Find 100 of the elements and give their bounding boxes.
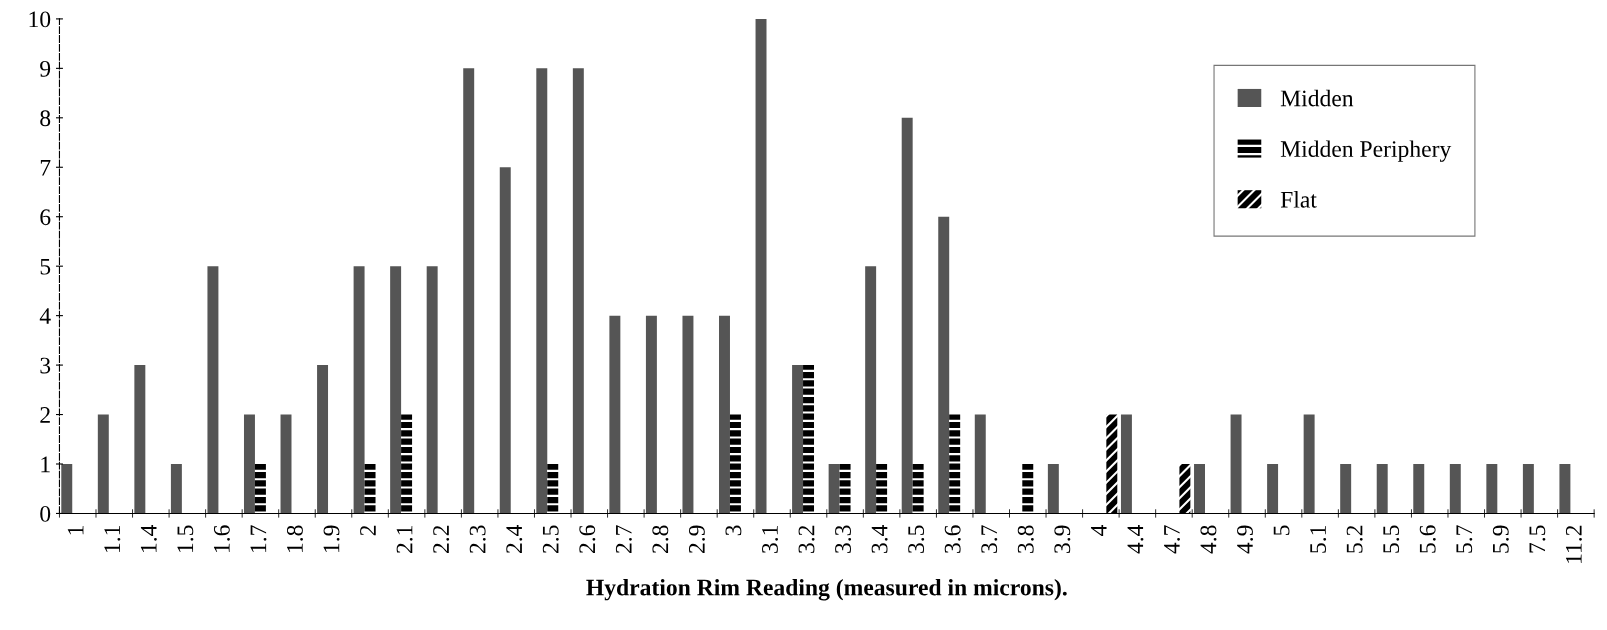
bar	[1267, 463, 1279, 514]
y-tick-label: 3	[40, 357, 51, 374]
x-tick-label: 2.8	[652, 525, 669, 554]
bar	[1449, 463, 1461, 514]
x-tick-label: 2.7	[615, 525, 632, 554]
x-tick-label: 2	[360, 525, 376, 536]
bar	[207, 266, 219, 514]
bar	[401, 414, 413, 514]
y-tick-label: 4	[39, 308, 51, 324]
x-tick-label: 1.7	[250, 525, 267, 552]
y-tick-label: 0	[40, 505, 51, 522]
bar	[719, 315, 730, 514]
bar	[1194, 463, 1205, 514]
bar	[1522, 463, 1534, 514]
x-tick-label: 11.2	[1565, 525, 1582, 563]
x-tick-label: 3.9	[1054, 525, 1071, 553]
bar	[390, 266, 402, 514]
x-tick-label: 2.9	[688, 525, 705, 554]
y-tick-label: 6	[40, 209, 51, 226]
x-tick-label: 2.4	[506, 524, 523, 554]
bar	[353, 266, 365, 514]
x-tick-label: 1	[67, 525, 84, 535]
bar	[792, 365, 804, 514]
x-tick-label: 3.3	[835, 525, 852, 553]
x-tick-label: 3.5	[908, 525, 925, 553]
x-tick-label: 5.6	[1419, 525, 1436, 553]
y-tick-label: 9	[40, 60, 51, 77]
x-tick-label: 2.3	[469, 525, 486, 554]
bar	[364, 463, 376, 514]
bar	[876, 463, 888, 514]
x-tick-label: 3	[725, 525, 742, 536]
x-tick-label: 3.4	[871, 524, 888, 553]
bar	[547, 463, 559, 514]
x-tick-label: 4.8	[1200, 525, 1217, 554]
bar	[1230, 414, 1242, 514]
x-tick-label: 3.6	[944, 525, 961, 553]
x-tick-label: 2.2	[433, 525, 450, 554]
bar	[1559, 463, 1571, 514]
x-tick-label: 4.9	[1237, 525, 1254, 554]
bar	[463, 68, 475, 514]
x-tick-label: 1.8	[286, 525, 303, 552]
bar	[1106, 414, 1118, 514]
bar	[938, 216, 950, 514]
bar	[170, 463, 182, 514]
bar	[645, 315, 657, 514]
y-tick-label: 1	[41, 456, 50, 473]
x-tick-label: 1.1	[104, 525, 121, 552]
bar	[865, 266, 877, 514]
bar	[1340, 463, 1352, 514]
x-tick-label: 5.7	[1456, 525, 1473, 553]
legend-label: Flat	[1280, 191, 1317, 208]
bar	[729, 414, 741, 514]
bar	[1047, 463, 1059, 514]
bar	[828, 463, 840, 514]
x-tick-label: 4.7	[1164, 525, 1180, 554]
bar	[1413, 463, 1425, 514]
x-tick-label: 3.8	[1017, 525, 1034, 553]
bar	[974, 414, 986, 514]
bar	[839, 463, 851, 514]
x-tick-label: 1.4	[140, 524, 157, 552]
x-tick-label: 3.1	[762, 525, 778, 553]
x-tick-label: 5.5	[1383, 525, 1400, 553]
bar	[949, 414, 961, 514]
x-tick-label: 5.2	[1346, 525, 1363, 553]
bar	[572, 68, 584, 514]
x-tick-label: 5.1	[1310, 525, 1327, 553]
bar	[134, 365, 146, 514]
x-tick-label: 4	[1090, 524, 1107, 536]
bar	[901, 117, 913, 514]
x-tick-label: 1.5	[177, 525, 194, 552]
x-tick-label: 2.1	[396, 525, 413, 554]
bar	[97, 414, 109, 514]
bar	[1303, 414, 1315, 514]
x-tick-label: 2.5	[542, 525, 559, 554]
bar	[682, 315, 694, 514]
bar	[1022, 463, 1034, 514]
bar	[243, 414, 255, 514]
y-tick-label: 10	[29, 11, 51, 28]
x-tick-label: 5.9	[1492, 525, 1509, 553]
bar	[609, 315, 621, 514]
x-tick-label: 4.4	[1127, 524, 1144, 554]
bar	[499, 167, 511, 514]
bar	[803, 365, 815, 514]
y-tick-label: 2	[40, 407, 50, 423]
bar	[280, 414, 292, 514]
x-tick-label: 3.7	[981, 525, 998, 553]
bar	[317, 365, 329, 514]
legend-label: Midden	[1280, 89, 1354, 107]
x-tick-label: 2.6	[579, 525, 596, 554]
bar	[1179, 463, 1191, 514]
x-axis-title: Hydration Rim Reading (measured in microns).	[586, 578, 1067, 601]
bar	[536, 68, 548, 514]
x-tick-label: 1.6	[213, 525, 230, 552]
x-tick-label: 5	[1273, 525, 1290, 535]
x-tick-label: 7.5	[1529, 525, 1546, 553]
bar	[912, 463, 924, 514]
y-tick-label: 7	[40, 160, 51, 176]
bar	[1376, 463, 1388, 514]
x-tick-label: 1.9	[323, 525, 340, 552]
legend-label: Midden Periphery	[1280, 140, 1452, 162]
